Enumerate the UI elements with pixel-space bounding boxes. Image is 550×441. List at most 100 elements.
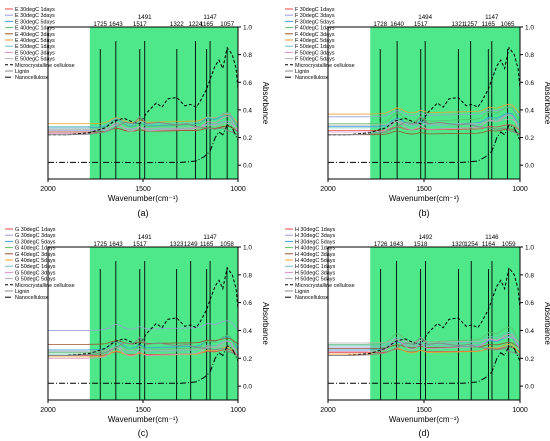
legend-entry: Microcrystalline cellulose — [15, 63, 75, 69]
series-line — [48, 346, 239, 358]
series-line — [48, 320, 239, 331]
x-tick-label: 1000 — [230, 186, 246, 193]
series-line — [328, 46, 521, 136]
legend-entry: G 50degC 1days — [15, 264, 56, 270]
series-line — [48, 122, 239, 130]
y-axis-label: Absorbance — [543, 82, 550, 125]
y-tick-label: 0.0 — [525, 384, 534, 391]
legend-entry: Nanocellulose — [15, 295, 49, 301]
x-tick-label: 1000 — [230, 407, 246, 414]
y-tick-label: 0.4 — [525, 328, 534, 335]
series-line — [48, 116, 239, 136]
peak-label: 1491 — [138, 234, 152, 241]
peak-label: 1147 — [203, 14, 217, 21]
peak-label: 1065 — [501, 21, 515, 28]
legend-entry: G 30degC 3days — [15, 233, 56, 239]
legend-entry: Nanocellulose — [295, 295, 329, 301]
y-tick-label: 0.2 — [243, 356, 252, 363]
legend-entry: G 40degC 1days — [15, 246, 56, 252]
legend-entry: F 30degC 3days — [295, 13, 335, 19]
y-tick-label: 0.2 — [243, 135, 252, 142]
legend-entry: H 50degC 5days — [295, 277, 335, 283]
peak-label: 1321 — [451, 21, 465, 28]
peak-label: 1165 — [200, 241, 214, 248]
peak-label: 1517 — [414, 21, 428, 28]
x-tick-label: 2000 — [40, 407, 56, 414]
legend-entry: H 30degC 1days — [295, 227, 335, 233]
series-line — [328, 331, 521, 347]
legend-entry: E 40degC 5days — [15, 38, 55, 44]
legend-entry: G 50degC 3days — [15, 270, 56, 276]
legend-entry: F 40degC 1days — [295, 26, 335, 32]
legend-entry: H 30degC 5days — [295, 239, 335, 245]
peak-label: 1147 — [203, 234, 217, 241]
peak-label: 1057 — [220, 21, 234, 28]
x-tick-label: 1500 — [135, 407, 151, 414]
peak-label: 1726 — [374, 241, 388, 248]
peak-label: 1147 — [485, 14, 499, 21]
y-tick-label: 1.0 — [243, 245, 252, 252]
y-tick-label: 0.2 — [525, 356, 534, 363]
series-line — [48, 112, 239, 127]
series-line — [48, 266, 239, 356]
y-tick-label: 0.8 — [525, 52, 534, 59]
y-tick-label: 0.6 — [243, 300, 252, 307]
series-line — [48, 338, 239, 345]
y-tick-label: 0.8 — [243, 272, 252, 279]
series-line — [328, 116, 521, 136]
legend-entry: E 40degC 3days — [15, 32, 55, 38]
legend-entry: E 40degC 1days — [15, 26, 55, 32]
legend-entry: E 50degC 3days — [15, 50, 55, 56]
series-line — [328, 104, 521, 115]
legend-entry: G 40degC 5days — [15, 258, 56, 264]
y-axis-label: Absorbance — [543, 302, 550, 345]
legend-entry: H 50degC 3days — [295, 270, 335, 276]
shaded-region — [89, 247, 238, 400]
peak-label: 1249 — [184, 241, 198, 248]
peak-label: 1492 — [419, 234, 433, 241]
peak-label: 1491 — [138, 14, 152, 21]
legend-entry: Microcrystalline cellulose — [295, 283, 355, 289]
series-line — [328, 336, 521, 356]
peak-label: 1725 — [93, 241, 107, 248]
y-tick-label: 0.0 — [525, 163, 534, 170]
series-line — [328, 124, 521, 132]
legend-entry: Lignin — [15, 289, 29, 295]
y-tick-label: 0.8 — [525, 272, 534, 279]
y-tick-label: 0.8 — [243, 52, 252, 59]
peak-label: 1058 — [220, 241, 234, 248]
peak-label: 1322 — [170, 21, 184, 28]
peak-label: 1643 — [390, 241, 404, 248]
x-tick-label: 1500 — [416, 407, 432, 414]
panel-label: (a) — [138, 208, 149, 218]
legend-entry: E 30degC 3days — [15, 13, 55, 19]
y-axis-label: Absorbance — [261, 302, 270, 345]
y-tick-label: 0.0 — [243, 163, 252, 170]
y-tick-label: 1.0 — [525, 25, 534, 32]
peak-label: 1728 — [373, 21, 387, 28]
legend-entry: G 30degC 5days — [15, 239, 56, 245]
series-line — [48, 344, 239, 352]
x-tick-label: 2000 — [40, 186, 56, 193]
legend-entry: Microcrystalline cellulose — [15, 283, 75, 289]
shaded-region — [370, 247, 520, 400]
legend-entry: G 50degC 5days — [15, 277, 56, 283]
legend-entry: H 50degC 1days — [295, 264, 335, 270]
peak-label: 1323 — [170, 241, 184, 248]
series-line — [48, 335, 239, 354]
x-axis-label: Wavenumber(cm⁻¹) — [389, 415, 459, 424]
x-axis-label: Wavenumber(cm⁻¹) — [108, 194, 178, 203]
legend-entry: F 40degC 3days — [295, 32, 335, 38]
legend-entry: G 40degC 3days — [15, 252, 56, 258]
peak-label: 1494 — [418, 14, 432, 21]
series-line — [48, 46, 239, 136]
series-line — [328, 118, 521, 126]
shaded-region — [370, 27, 520, 179]
legend-entry: E 50degC 1days — [15, 44, 55, 50]
y-tick-label: 0.6 — [525, 80, 534, 87]
x-axis-label: Wavenumber(cm⁻¹) — [108, 415, 178, 424]
